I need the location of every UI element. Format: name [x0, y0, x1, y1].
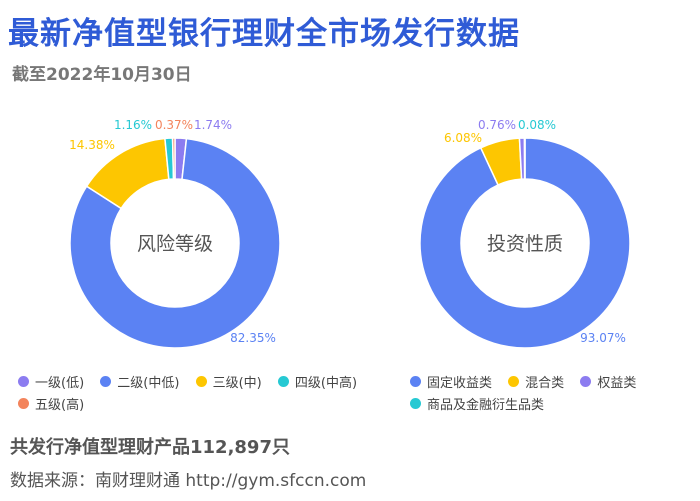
legend-item-mixed[interactable]: 混合类	[508, 370, 564, 392]
legend-row-1: 固定收益类 混合类 权益类	[410, 370, 700, 392]
page-title: 最新净值型银行理财全市场发行数据	[8, 16, 520, 52]
legend-dot	[410, 397, 421, 409]
risk-level-legend: 一级(低) 二级(中低) 三级(中) 四级(中高) 五级(高)	[18, 370, 357, 414]
legend-row-1: 一级(低) 二级(中低) 三级(中) 四级(中高)	[18, 370, 357, 392]
legend-label: 一级(低)	[35, 375, 85, 391]
donut-center-label: 风险等级	[137, 233, 213, 255]
legend-item-level-1[interactable]: 一级(低)	[18, 370, 84, 392]
investment-type-donut: 93.07% 6.08%0.76% 0.08% 投资性质	[419, 118, 631, 349]
legend-label: 固定收益类	[427, 375, 493, 391]
legend-dot	[195, 375, 207, 387]
slice-value-label: 1.16%	[114, 118, 152, 132]
donut-slice[interactable]	[69, 137, 281, 349]
legend-label: 三级(中)	[212, 375, 262, 391]
legend-dot	[100, 375, 112, 387]
legend-item-level-2[interactable]: 二级(中低)	[100, 370, 179, 392]
legend-item-level-3[interactable]: 三级(中)	[195, 370, 262, 392]
legend-dot	[277, 375, 289, 387]
data-source: 数据来源：南财理财通 http://gym.sfccn.com	[10, 471, 367, 491]
slice-value-label: 1.74%	[194, 118, 232, 132]
total-products: 共发行净值型理财产品112,897只	[10, 437, 290, 458]
slice-value-label: 93.07%	[580, 331, 626, 345]
legend-item-equity[interactable]: 权益类	[580, 370, 636, 392]
slice-value-label: 6.08%	[444, 131, 482, 145]
legend-dot	[508, 375, 520, 387]
legend-dot	[580, 375, 592, 387]
legend-row-2: 五级(高)	[18, 392, 348, 414]
slice-value-label: 14.38%	[69, 138, 115, 152]
donut-slice[interactable]	[419, 137, 631, 349]
legend-label: 五级(高)	[35, 397, 85, 413]
slice-value-label: 82.35%	[230, 331, 276, 345]
risk-level-donut: 1.74% 82.35% 14.38% 1.16% 0.37% 风险等级	[69, 118, 281, 349]
page-subtitle: 截至2022年10月30日	[12, 65, 192, 85]
legend-item-level-5[interactable]: 五级(高)	[18, 392, 84, 414]
legend-label: 商品及金融衍生品类	[427, 397, 545, 413]
slice-value-label: 0.37%	[155, 118, 193, 132]
legend-label: 四级(中高)	[294, 375, 358, 391]
legend-label: 权益类	[597, 375, 637, 391]
legend-dot	[18, 375, 29, 387]
legend-item-commodity-derivatives[interactable]: 商品及金融衍生品类	[410, 392, 544, 414]
legend-label: 二级(中低)	[117, 375, 180, 391]
investment-type-legend: 固定收益类 混合类 权益类 商品及金融衍生品类	[410, 370, 700, 414]
donut-slice[interactable]	[523, 137, 526, 180]
legend-item-fixed-income[interactable]: 固定收益类	[410, 370, 492, 392]
legend-dot	[410, 375, 421, 387]
legend-row-2: 商品及金融衍生品类	[410, 392, 700, 414]
legend-dot	[18, 397, 29, 409]
donut-center-label: 投资性质	[487, 233, 563, 255]
legend-item-level-4[interactable]: 四级(中高)	[277, 370, 358, 392]
donut-slice[interactable]	[171, 137, 176, 180]
legend-label: 混合类	[525, 375, 565, 391]
slice-value-label: 0.08%	[518, 118, 556, 132]
slice-value-label: 0.76%	[478, 118, 516, 132]
